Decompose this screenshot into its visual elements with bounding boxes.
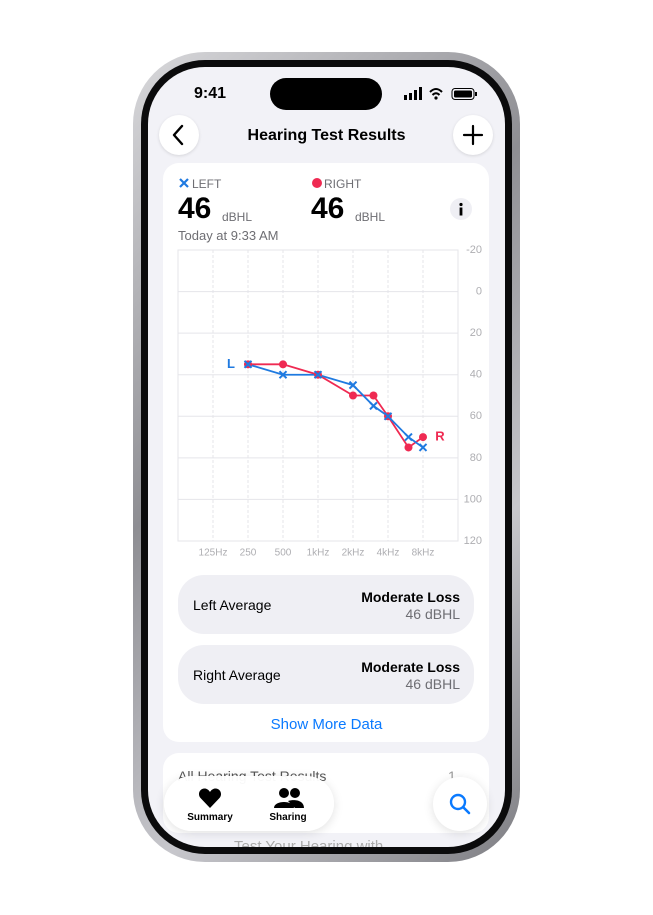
back-button[interactable] <box>159 115 199 155</box>
y-tick-label: 40 <box>470 369 482 381</box>
series-line <box>247 363 424 449</box>
left-unit: dBHL <box>222 210 253 224</box>
series-line <box>248 363 424 449</box>
search-button[interactable] <box>433 777 487 831</box>
data-point <box>243 360 253 369</box>
right-average-row[interactable] <box>178 645 474 704</box>
legend-left: LEFT <box>192 177 222 191</box>
x-tick-label: 8kHz <box>412 548 435 559</box>
screen: 9:41 Hearing Test Results LEFT RIGHT 46 … <box>148 67 505 847</box>
right-unit: dBHL <box>355 210 386 224</box>
data-point <box>313 370 323 379</box>
x-tick-label: 125Hz <box>199 548 228 559</box>
add-button[interactable] <box>453 115 493 155</box>
sharing-icon[interactable] <box>274 787 304 809</box>
dynamic-island <box>270 78 382 110</box>
summary-icon[interactable] <box>198 787 222 809</box>
status-time: 9:41 <box>194 85 227 102</box>
tab-bar <box>164 776 334 831</box>
legend-right: RIGHT <box>324 177 362 191</box>
row-label: Left Average <box>193 597 272 613</box>
data-point <box>404 443 413 452</box>
y-tick-label: 80 <box>470 452 482 464</box>
row-value: 46 dBHL <box>405 606 460 622</box>
status-icons <box>404 87 477 100</box>
test-date: Today at 9:33 AM <box>178 228 279 243</box>
x-tick-label: 500 <box>275 548 292 559</box>
nav-title: Hearing Test Results <box>247 127 406 144</box>
tab-label[interactable]: Summary <box>187 812 233 823</box>
left-value: 46 <box>178 192 212 225</box>
y-tick-label: 0 <box>476 285 482 297</box>
data-point <box>369 391 378 400</box>
legend-marker <box>179 178 189 188</box>
legend-marker <box>312 178 322 188</box>
y-tick-label: 120 <box>464 535 482 547</box>
y-tick-label: 100 <box>464 493 482 505</box>
right-value: 46 <box>311 192 345 225</box>
data-point <box>278 370 288 379</box>
y-tick-label: 20 <box>470 327 482 339</box>
data-point <box>349 391 357 400</box>
data-point <box>419 433 427 442</box>
data-point <box>404 432 413 442</box>
y-tick-label: -20 <box>466 244 482 256</box>
left-average-row[interactable] <box>178 575 474 634</box>
x-tick-label: 250 <box>240 548 257 559</box>
data-point <box>369 401 378 411</box>
row-rating: Moderate Loss <box>361 659 460 675</box>
data-point <box>348 380 358 390</box>
x-tick-label: 2kHz <box>342 548 365 559</box>
row-label: Right Average <box>193 667 281 683</box>
info-button[interactable] <box>450 198 472 220</box>
series-tag: L <box>227 356 235 371</box>
data-point <box>383 412 393 421</box>
x-tick-label: 4kHz <box>377 548 400 559</box>
row-value: 46 dBHL <box>405 676 460 692</box>
show-more-link[interactable]: Show More Data <box>270 716 383 733</box>
row-rating: Moderate Loss <box>361 589 460 605</box>
y-tick-label: 60 <box>470 410 482 422</box>
all-results-count: 1 <box>448 768 456 784</box>
tab-label[interactable]: Sharing <box>269 812 307 823</box>
data-point <box>418 443 428 452</box>
x-tick-label: 1kHz <box>307 548 330 559</box>
series-tag: R <box>435 429 445 444</box>
data-point <box>279 360 287 369</box>
audiogram: -20 0 20 40 60 80 100 120 125Hz 250 500 1kHz 2kHz 4kH… <box>177 178 482 559</box>
promo-text: Test Your Hearing with <box>234 838 384 847</box>
